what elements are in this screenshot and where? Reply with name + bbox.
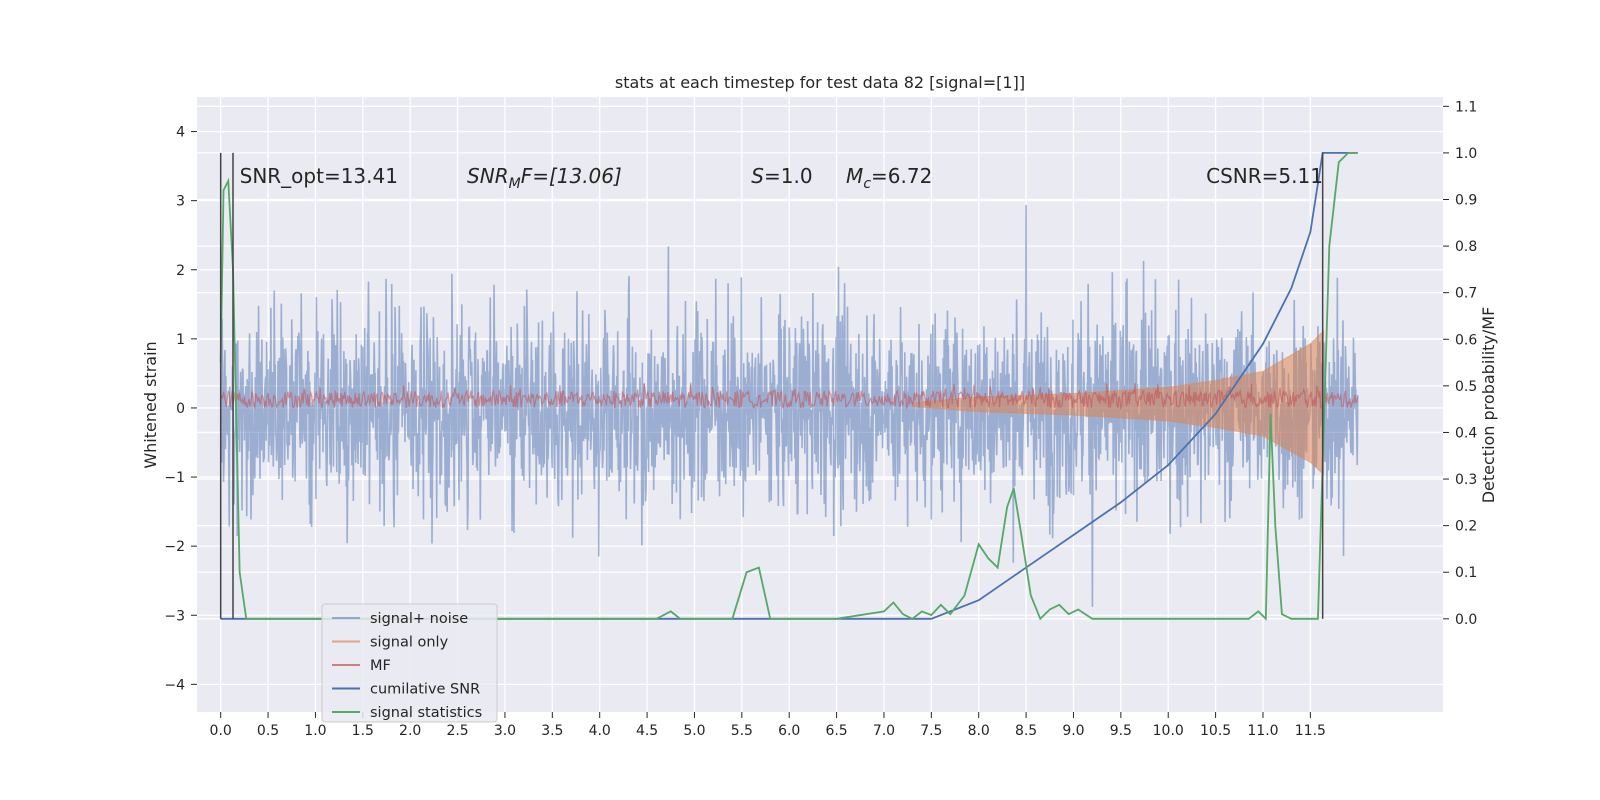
legend-label: signal only	[370, 635, 449, 651]
legend-label: signal+ noise	[370, 611, 468, 627]
series-signal-noise	[219, 204, 1359, 607]
chart-title: stats at each timestep for test data 82 …	[615, 73, 1025, 92]
annotation-prefix: S	[751, 164, 764, 188]
y-tick-label: −1	[164, 470, 185, 486]
y2-tick-label: 0.6	[1455, 332, 1477, 348]
annotation-suffix: F=[13.06]	[521, 164, 622, 188]
annotation-suffix: =6.72	[871, 164, 932, 188]
x-tick-label: 7.5	[920, 723, 942, 739]
annotation: CSNR=5.11	[1206, 164, 1323, 188]
y2-tick-label: 0.9	[1455, 193, 1477, 209]
series-cumulative-snr	[220, 152, 1358, 620]
x-tick-label: 6.0	[778, 723, 800, 739]
y-tick-label: 3	[176, 194, 185, 210]
series-signal-statistics	[219, 152, 1358, 621]
annotation: S=1.0	[751, 164, 812, 188]
y2-tick-label: 0.4	[1455, 425, 1477, 441]
x-tick-label: 8.0	[968, 723, 990, 739]
y2-tick-label: 0.1	[1455, 565, 1477, 581]
y-tick-label: −4	[164, 677, 185, 693]
annotation: SNR_opt=13.41	[240, 164, 398, 188]
y2-tick-label: 0.0	[1455, 612, 1477, 628]
x-tick-label: 4.0	[589, 723, 611, 739]
annotation-subscript: M	[509, 176, 521, 192]
y2-tick-label: 1.1	[1455, 99, 1477, 115]
x-tick-label: 11.0	[1247, 723, 1278, 739]
x-tick-label: 9.0	[1062, 723, 1084, 739]
y-tick-label: −3	[164, 608, 185, 624]
x-tick-label: 8.5	[1015, 723, 1037, 739]
x-tick-label: 4.5	[636, 723, 658, 739]
x-tick-label: 9.5	[1110, 723, 1132, 739]
annotation-subscript: c	[863, 176, 871, 192]
legend-label: MF	[370, 658, 391, 674]
x-tick-label: 10.5	[1200, 723, 1231, 739]
y2-tick-label: 0.8	[1455, 239, 1477, 255]
vertical-markers	[219, 152, 1324, 619]
y-tick-label: −2	[164, 539, 185, 555]
y2-tick-label: 0.7	[1455, 286, 1477, 302]
annotations: SNR_opt=13.41 SNRMF=[13.06] S=1.0 Mc=6.72 CS…	[240, 164, 1323, 192]
x-tick-label: 5.5	[731, 723, 753, 739]
series-layer	[219, 152, 1359, 621]
x-tick-label: 10.0	[1153, 723, 1184, 739]
y2-tick-label: 0.5	[1455, 379, 1477, 395]
y-tick-label: 2	[176, 263, 185, 279]
y2-axis-title: Detection probability/MF	[1479, 307, 1498, 504]
annotation-prefix: M	[846, 164, 863, 188]
y-tick-label: 0	[176, 401, 185, 417]
x-tick-label: 7.0	[873, 723, 895, 739]
x-tick-label: 2.0	[399, 723, 421, 739]
x-tick-label: 3.5	[541, 723, 563, 739]
y2-tick-label: 0.2	[1455, 519, 1477, 535]
annotation-prefix: SNR	[467, 164, 509, 188]
legend-label: signal statistics	[370, 705, 482, 721]
y2-tick-label: 1.0	[1455, 146, 1477, 162]
y2-tick-label: 0.3	[1455, 472, 1477, 488]
y-tick-label: 1	[176, 332, 185, 348]
x-tick-label: 3.0	[494, 723, 516, 739]
x-tick-label: 5.0	[683, 723, 705, 739]
legend: signal+ noise signal only MF cumilative SNR…	[321, 603, 498, 723]
x-tick-label: 6.5	[825, 723, 847, 739]
annotation: Mc=6.72	[846, 164, 932, 192]
x-tick-label: 1.0	[304, 723, 326, 739]
x-tick-label: 0.5	[257, 723, 279, 739]
x-tick-label: 1.5	[352, 723, 374, 739]
axes: 0.0 0.5 1.0 1.5 2.0 2.5 3.0 3.5 4.0 4.5 5.0 5.5 6.0 6…	[164, 99, 1477, 739]
annotation: SNRMF=[13.06]	[467, 164, 622, 192]
annotation-suffix: =1.0	[764, 164, 813, 188]
y-tick-label: 4	[176, 125, 185, 141]
legend-label: cumilative SNR	[370, 682, 480, 698]
x-tick-label: 0.0	[210, 723, 232, 739]
legend-box	[321, 603, 498, 723]
x-tick-label: 2.5	[446, 723, 468, 739]
y-axis-title: Whitened strain	[141, 341, 160, 468]
x-tick-label: 11.5	[1295, 723, 1326, 739]
series-mf	[220, 382, 1359, 411]
